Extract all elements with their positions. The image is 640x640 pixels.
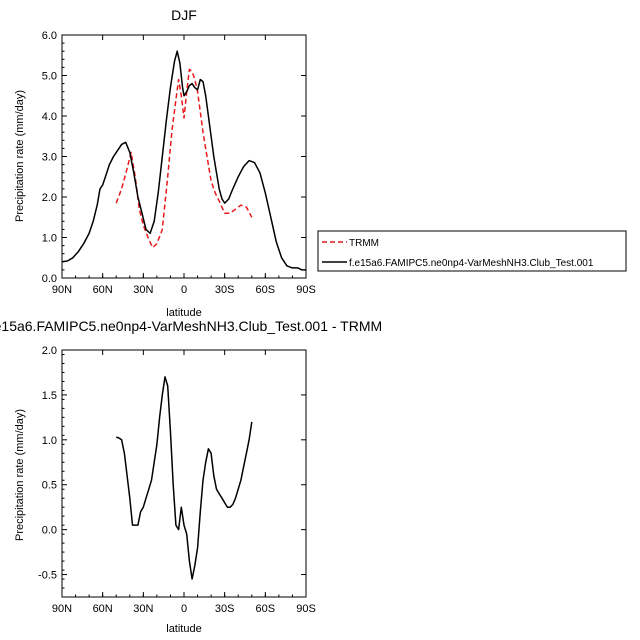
bottom-y-tick-label: -0.5 bbox=[38, 570, 57, 582]
bottom-x-axis-label: latitude bbox=[166, 623, 201, 635]
top-series-line-1 bbox=[61, 50, 306, 271]
top-series-line-0 bbox=[115, 68, 253, 249]
bottom-x-tick-label: 90N bbox=[52, 603, 72, 615]
legend-box bbox=[317, 230, 627, 272]
bottom-panel: f.e15a6.FAMIPC5.ne0np4-VarMeshNH3.Club_T… bbox=[0, 318, 382, 635]
top-y-tick-label: 4.0 bbox=[42, 111, 57, 123]
bottom-y-tick-label: 0.0 bbox=[42, 525, 57, 537]
bottom-series-line-0 bbox=[115, 376, 253, 580]
top-y-tick-label: 6.0 bbox=[42, 30, 57, 42]
top-y-tick-label: 1.0 bbox=[42, 233, 57, 245]
legend: TRMM f.e15a6.FAMIPC5.ne0np4-VarMeshNH3.C… bbox=[317, 230, 627, 272]
bottom-chart-title: f.e15a6.FAMIPC5.ne0np4-VarMeshNH3.Club_T… bbox=[0, 318, 382, 334]
top-x-tick-label: 90S bbox=[296, 284, 316, 296]
bottom-y-tick-label: 0.5 bbox=[42, 480, 57, 492]
top-y-tick-label: 5.0 bbox=[42, 71, 57, 83]
top-chart-title: DJF bbox=[171, 7, 197, 23]
bottom-x-tick-label: 60S bbox=[256, 603, 276, 615]
bottom-x-tick-label: 60N bbox=[93, 603, 113, 615]
top-x-tick-label: 0 bbox=[181, 284, 187, 296]
top-panel: DJF Precipitation rate (mm/day) latitude… bbox=[14, 7, 316, 319]
top-x-tick-label: 60S bbox=[256, 284, 276, 296]
top-x-tick-label: 30N bbox=[133, 284, 153, 296]
legend-label-trmm: TRMM bbox=[349, 238, 379, 249]
bottom-x-tick-label: 0 bbox=[181, 603, 187, 615]
bottom-x-tick-label: 90S bbox=[296, 603, 316, 615]
top-y-axis-label: Precipitation rate (mm/day) bbox=[14, 90, 26, 222]
top-y-tick-label: 0.0 bbox=[42, 273, 57, 285]
bottom-x-tick-label: 30S bbox=[215, 603, 235, 615]
bottom-plot-frame bbox=[61, 349, 307, 598]
bottom-y-tick-label: 1.5 bbox=[42, 390, 57, 402]
top-x-tick-label: 30S bbox=[215, 284, 235, 296]
top-y-tick-label: 2.0 bbox=[42, 192, 57, 204]
top-plot-frame bbox=[61, 34, 307, 279]
top-x-tick-label: 90N bbox=[52, 284, 72, 296]
legend-label-model: f.e15a6.FAMIPC5.ne0np4-VarMeshNH3.Club_T… bbox=[349, 258, 594, 269]
bottom-y-tick-label: 1.0 bbox=[42, 435, 57, 447]
bottom-x-tick-label: 30N bbox=[133, 603, 153, 615]
top-x-tick-label: 60N bbox=[93, 284, 113, 296]
bottom-y-tick-label: 2.0 bbox=[42, 345, 57, 357]
top-y-tick-label: 3.0 bbox=[42, 152, 57, 164]
top-x-axis-label: latitude bbox=[166, 307, 201, 319]
bottom-y-axis-label: Precipitation rate (mm/day) bbox=[14, 409, 26, 541]
